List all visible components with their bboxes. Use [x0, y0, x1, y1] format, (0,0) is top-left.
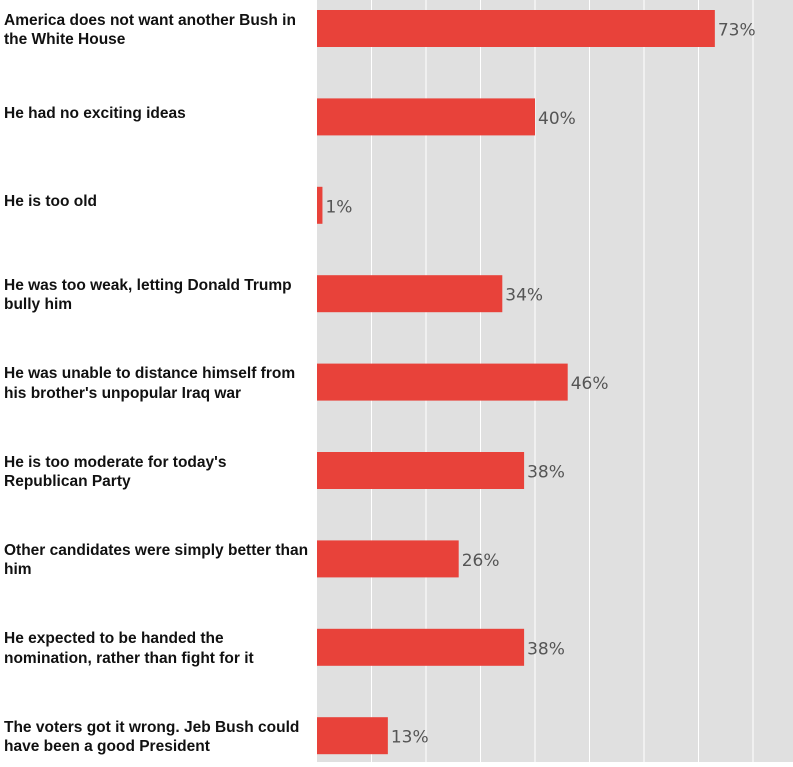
bar-value-label: 38%	[527, 639, 565, 659]
category-label: He is too moderate for today's Republica…	[4, 453, 227, 491]
bar	[317, 717, 388, 755]
bar-value-label: 26%	[462, 551, 500, 571]
bar-value-label: 73%	[718, 21, 756, 41]
bar-value-label: 13%	[391, 728, 429, 748]
category-label: The voters got it wrong. Jeb Bush could …	[4, 718, 300, 756]
bar	[317, 540, 459, 578]
category-label: He was too weak, letting Donald Trump bu…	[4, 276, 292, 314]
bar	[317, 10, 715, 47]
category-label: He is too old	[4, 193, 97, 211]
bar	[317, 452, 525, 489]
bar	[317, 98, 535, 136]
category-label: He was unable to distance himself from h…	[4, 365, 296, 402]
category-label: America does not want another Bush in th…	[4, 11, 296, 49]
bar	[317, 628, 525, 666]
bar-value-label: 38%	[527, 463, 565, 483]
bar	[317, 186, 323, 224]
category-label: He had no exciting ideas	[4, 104, 186, 122]
bar-value-label: 1%	[325, 197, 352, 217]
bar-value-label: 46%	[571, 374, 609, 394]
bar-value-label: 40%	[538, 109, 576, 129]
bar	[317, 275, 503, 313]
category-label: He expected to be handed the nomination,…	[4, 630, 254, 667]
category-label: Other candidates were simply better than…	[4, 541, 309, 579]
bar	[317, 363, 568, 401]
bar-value-label: 34%	[505, 286, 543, 306]
